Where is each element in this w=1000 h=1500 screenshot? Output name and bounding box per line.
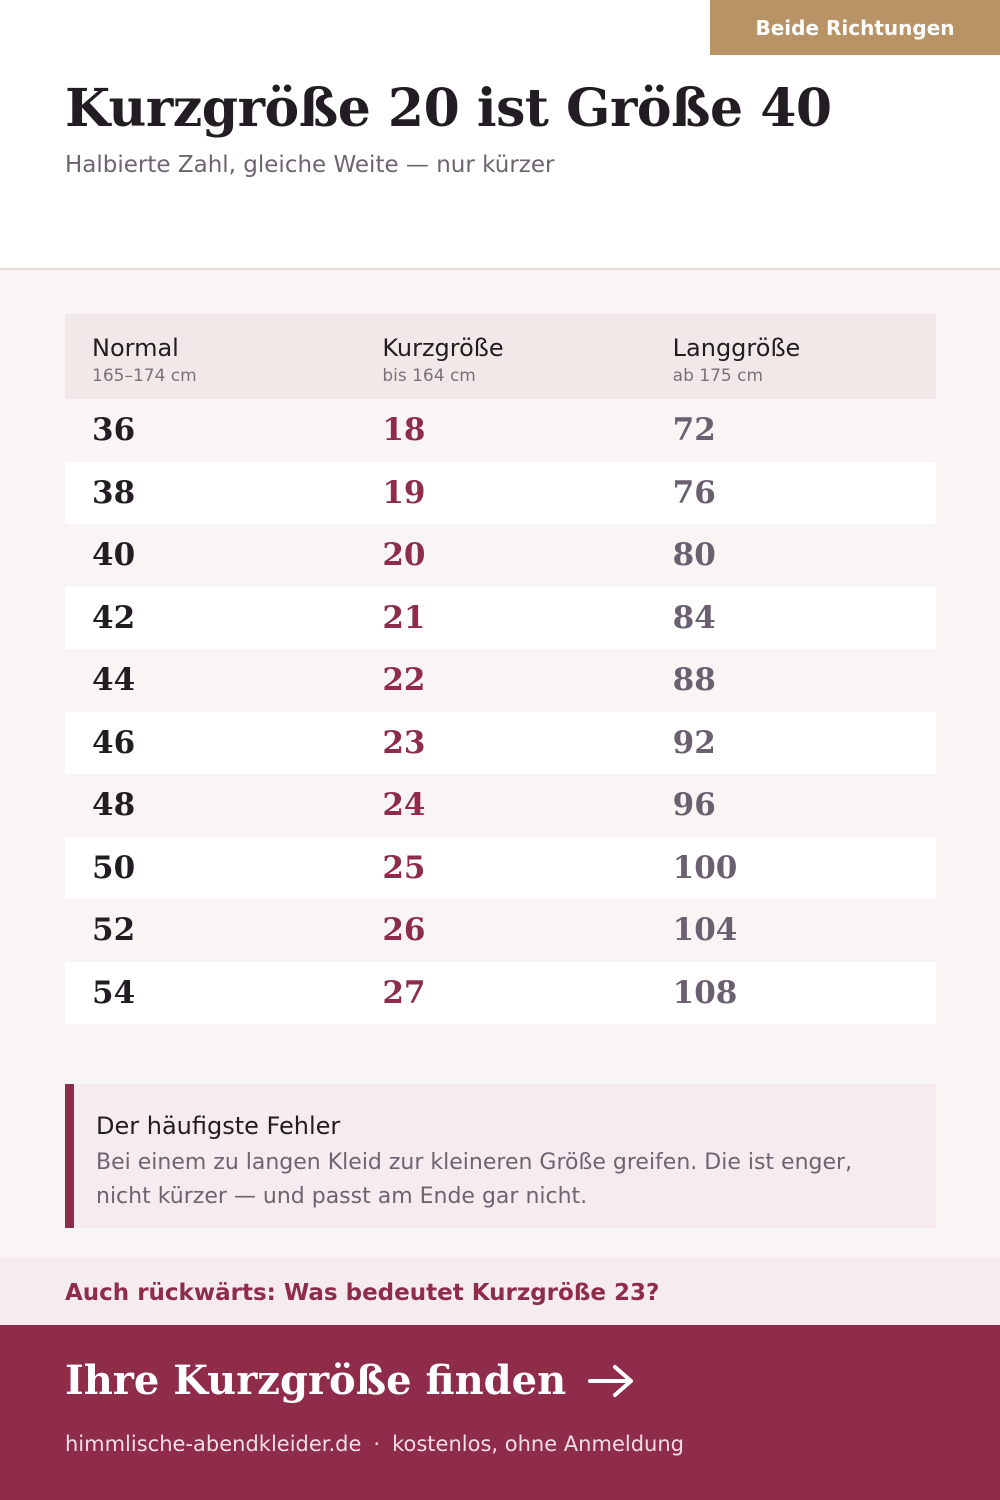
table-row: 52 26 104 (65, 899, 936, 962)
cell-normal: 36 (92, 412, 136, 449)
reverse-lookup-link[interactable]: Auch rückwärts: Was bedeutet Kurzgröße 2… (65, 1280, 660, 1306)
column-header-label: Kurzgröße (382, 334, 504, 362)
cell-kurz: 24 (382, 787, 426, 824)
column-header-label: Langgröße (672, 334, 801, 362)
arrow-right-icon (588, 1361, 636, 1401)
header-divider (0, 268, 1000, 270)
cell-lang: 72 (672, 412, 716, 449)
callout-title: Der häufigste Fehler (96, 1112, 341, 1140)
table-row: 48 24 96 (65, 774, 936, 837)
table-row: 54 27 108 (65, 961, 936, 1024)
column-header-label: Normal (92, 334, 179, 362)
cell-kurz: 26 (382, 912, 426, 949)
table-row: 50 25 100 (65, 836, 936, 899)
cell-kurz: 22 (382, 662, 426, 699)
column-header-sub: bis 164 cm (382, 366, 476, 386)
cell-lang: 92 (672, 724, 716, 761)
backlink-bar: Auch rückwärts: Was bedeutet Kurzgröße 2… (0, 1258, 1000, 1325)
page-title: Kurzgröße 20 ist Größe 40 (65, 78, 832, 139)
cell-kurz: 23 (382, 724, 426, 761)
cell-normal: 44 (92, 662, 136, 699)
cell-kurz: 25 (382, 849, 426, 886)
table-row: 38 19 76 (65, 461, 936, 524)
cell-lang: 100 (672, 849, 738, 886)
cell-normal: 52 (92, 912, 136, 949)
callout-body: Bei einem zu langen Kleid zur kleineren … (96, 1150, 853, 1209)
direction-badge: Beide Richtungen (710, 0, 1000, 55)
size-table: Normal 165–174 cm Kurzgröße bis 164 cm L… (65, 314, 936, 1024)
cell-lang: 80 (672, 537, 716, 574)
footer-info: himmlische-abendkleider.de · kostenlos, oh… (65, 1432, 684, 1456)
cta-label: Ihre Kurzgröße finden (65, 1357, 567, 1404)
column-kurz: Kurzgröße bis 164 cm (355, 314, 645, 399)
cell-lang: 104 (672, 912, 738, 949)
cell-kurz: 20 (382, 537, 426, 574)
cell-lang: 76 (672, 474, 716, 511)
cell-normal: 46 (92, 724, 136, 761)
cell-normal: 38 (92, 474, 136, 511)
table-row: 36 18 72 (65, 399, 936, 462)
column-header-sub: 165–174 cm (92, 366, 197, 386)
table-row: 40 20 80 (65, 524, 936, 587)
cell-kurz: 21 (382, 599, 426, 636)
cell-kurz: 19 (382, 474, 426, 511)
cell-normal: 54 (92, 974, 136, 1011)
site-name: himmlische-abendkleider.de (65, 1432, 362, 1456)
warning-callout: Der häufigste Fehler Bei einem zu langen… (65, 1084, 936, 1228)
cell-lang: 96 (672, 787, 716, 824)
cell-kurz: 27 (382, 974, 426, 1011)
cell-kurz: 18 (382, 412, 426, 449)
table-row: 42 21 84 (65, 586, 936, 649)
cell-normal: 48 (92, 787, 136, 824)
table-row: 46 23 92 (65, 711, 936, 774)
cell-lang: 88 (672, 662, 716, 699)
column-normal: Normal 165–174 cm (65, 314, 355, 399)
cell-normal: 50 (92, 849, 136, 886)
cell-normal: 40 (92, 537, 136, 574)
table-row: 44 22 88 (65, 649, 936, 712)
find-size-cta[interactable]: Ihre Kurzgröße finden (65, 1357, 636, 1404)
main-content: Normal 165–174 cm Kurzgröße bis 164 cm L… (0, 270, 1000, 1258)
column-header-sub: ab 175 cm (672, 366, 764, 386)
footer-note: kostenlos, ohne Anmeldung (392, 1432, 684, 1456)
cell-normal: 42 (92, 599, 136, 636)
cell-lang: 108 (672, 974, 738, 1011)
cell-lang: 84 (672, 599, 716, 636)
table-header: Normal 165–174 cm Kurzgröße bis 164 cm L… (65, 314, 936, 399)
page-subtitle: Halbierte Zahl, gleiche Weite — nur kürz… (65, 152, 555, 178)
footer-separator: · (373, 1432, 381, 1456)
footer: Ihre Kurzgröße finden himmlische-abendkl… (0, 1325, 1000, 1500)
column-lang: Langgröße ab 175 cm (646, 314, 936, 399)
